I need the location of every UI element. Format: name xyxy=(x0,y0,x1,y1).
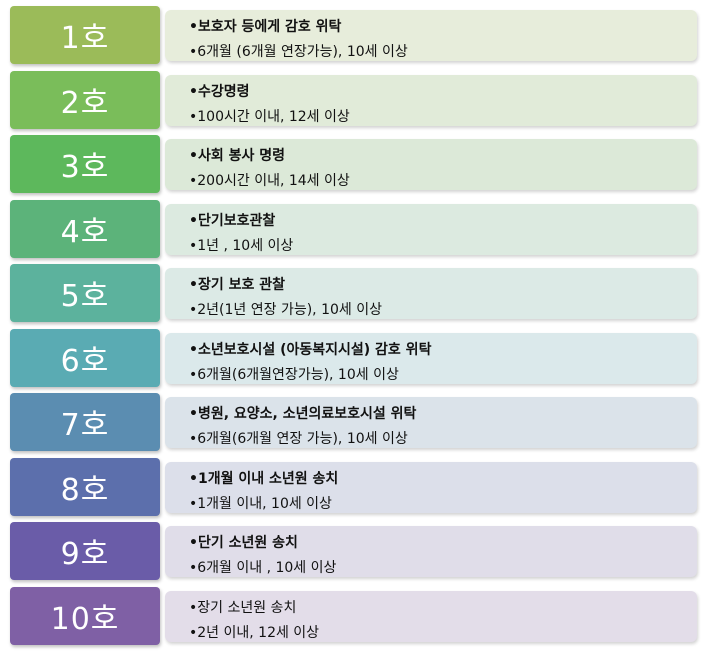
disposition-row: 9호 •단기 소년원 송치 •6개월 이내 , 10세 이상 xyxy=(0,522,710,582)
disposition-number-box: 10호 xyxy=(10,586,160,645)
disposition-detail-box: •단기 소년원 송치 •6개월 이내 , 10세 이상 xyxy=(165,526,697,577)
disposition-condition: •6개월(6개월연장가능), 10세 이상 xyxy=(189,366,399,383)
disposition-number: 5호 xyxy=(60,279,110,314)
disposition-title: •단기보호관찰 xyxy=(189,212,276,229)
disposition-number: 7호 xyxy=(60,408,110,443)
disposition-number: 4호 xyxy=(60,214,110,250)
disposition-detail-box: •병원, 요양소, 소년의료보호시설 위탁 •6개월(6개월 연장 가능), 10… xyxy=(165,397,697,448)
disposition-title: •1개월 이내 소년원 송치 xyxy=(189,470,339,487)
disposition-number: 10호 xyxy=(50,601,120,637)
disposition-title: •장기 소년원 송치 xyxy=(189,599,297,616)
disposition-detail-box: •장기 보호 관찰 •2년(1년 연장 가능), 10세 이상 xyxy=(165,268,697,319)
disposition-title: •병원, 요양소, 소년의료보호시설 위탁 xyxy=(189,406,417,422)
disposition-number-box: 1호 xyxy=(10,6,160,64)
disposition-condition: •1개월 이내, 10세 이상 xyxy=(189,495,332,512)
disposition-row: 10호 •장기 소년원 송치 •2년 이내, 12세 이상 xyxy=(0,586,710,647)
disposition-number: 6호 xyxy=(60,343,110,379)
disposition-detail-box: •보호자 등에게 감호 위탁 •6개월 (6개월 연장가능), 10세 이상 xyxy=(165,10,697,61)
disposition-detail-box: •단기보호관찰 •1년 , 10세 이상 xyxy=(165,203,697,255)
disposition-row: 3호 •사회 봉사 명령 •200시간 이내, 14세 이상 xyxy=(0,135,710,195)
disposition-condition: •200시간 이내, 14세 이상 xyxy=(189,173,350,189)
disposition-number-box: 3호 xyxy=(10,135,160,193)
disposition-detail-box: •사회 봉사 명령 •200시간 이내, 14세 이상 xyxy=(165,139,697,190)
disposition-row: 7호 •병원, 요양소, 소년의료보호시설 위탁 •6개월(6개월 연장 가능), … xyxy=(0,393,710,453)
disposition-detail-box: •장기 소년원 송치 •2년 이내, 12세 이상 xyxy=(165,590,697,642)
disposition-title: •수강명령 xyxy=(189,83,250,100)
disposition-number-box: 2호 xyxy=(10,70,160,129)
disposition-title: •장기 보호 관찰 xyxy=(189,277,285,293)
disposition-condition: •6개월(6개월 연장 가능), 10세 이상 xyxy=(189,431,408,447)
disposition-number-box: 4호 xyxy=(10,199,160,258)
disposition-title: •사회 봉사 명령 xyxy=(189,148,285,164)
disposition-detail-box: •수강명령 •100시간 이내, 12세 이상 xyxy=(165,74,697,126)
disposition-number-box: 6호 xyxy=(10,328,160,387)
disposition-condition: •1년 , 10세 이상 xyxy=(189,237,294,254)
disposition-condition: •6개월 이내 , 10세 이상 xyxy=(189,560,337,576)
disposition-row: 6호 •소년보호시설 (아동복지시설) 감호 위탁 •6개월(6개월연장가능), 1… xyxy=(0,328,710,389)
disposition-number-box: 7호 xyxy=(10,393,160,451)
disposition-number: 1호 xyxy=(60,21,110,56)
disposition-title: •보호자 등에게 감호 위탁 xyxy=(189,19,342,35)
disposition-number: 3호 xyxy=(60,150,110,185)
disposition-number: 9호 xyxy=(60,537,110,572)
disposition-detail-box: •1개월 이내 소년원 송치 •1개월 이내, 10세 이상 xyxy=(165,461,697,513)
disposition-number: 2호 xyxy=(60,85,110,121)
disposition-condition: •100시간 이내, 12세 이상 xyxy=(189,108,350,125)
disposition-number-box: 9호 xyxy=(10,522,160,580)
disposition-condition: •2년 이내, 12세 이상 xyxy=(189,624,320,641)
disposition-condition: •6개월 (6개월 연장가능), 10세 이상 xyxy=(189,44,408,60)
disposition-number: 8호 xyxy=(60,472,110,508)
disposition-row: 5호 •장기 보호 관찰 •2년(1년 연장 가능), 10세 이상 xyxy=(0,264,710,324)
disposition-number-box: 8호 xyxy=(10,457,160,516)
disposition-row: 4호 •단기보호관찰 •1년 , 10세 이상 xyxy=(0,199,710,260)
disposition-detail-box: •소년보호시설 (아동복지시설) 감호 위탁 •6개월(6개월연장가능), 10세… xyxy=(165,332,697,384)
disposition-row: 2호 •수강명령 •100시간 이내, 12세 이상 xyxy=(0,70,710,131)
disposition-row: 8호 •1개월 이내 소년원 송치 •1개월 이내, 10세 이상 xyxy=(0,457,710,518)
disposition-condition: •2년(1년 연장 가능), 10세 이상 xyxy=(189,302,382,318)
disposition-title: •단기 소년원 송치 xyxy=(189,535,298,551)
disposition-number-box: 5호 xyxy=(10,264,160,322)
disposition-title: •소년보호시설 (아동복지시설) 감호 위탁 xyxy=(189,341,432,358)
disposition-row: 1호 •보호자 등에게 감호 위탁 •6개월 (6개월 연장가능), 10세 이상 xyxy=(0,6,710,66)
